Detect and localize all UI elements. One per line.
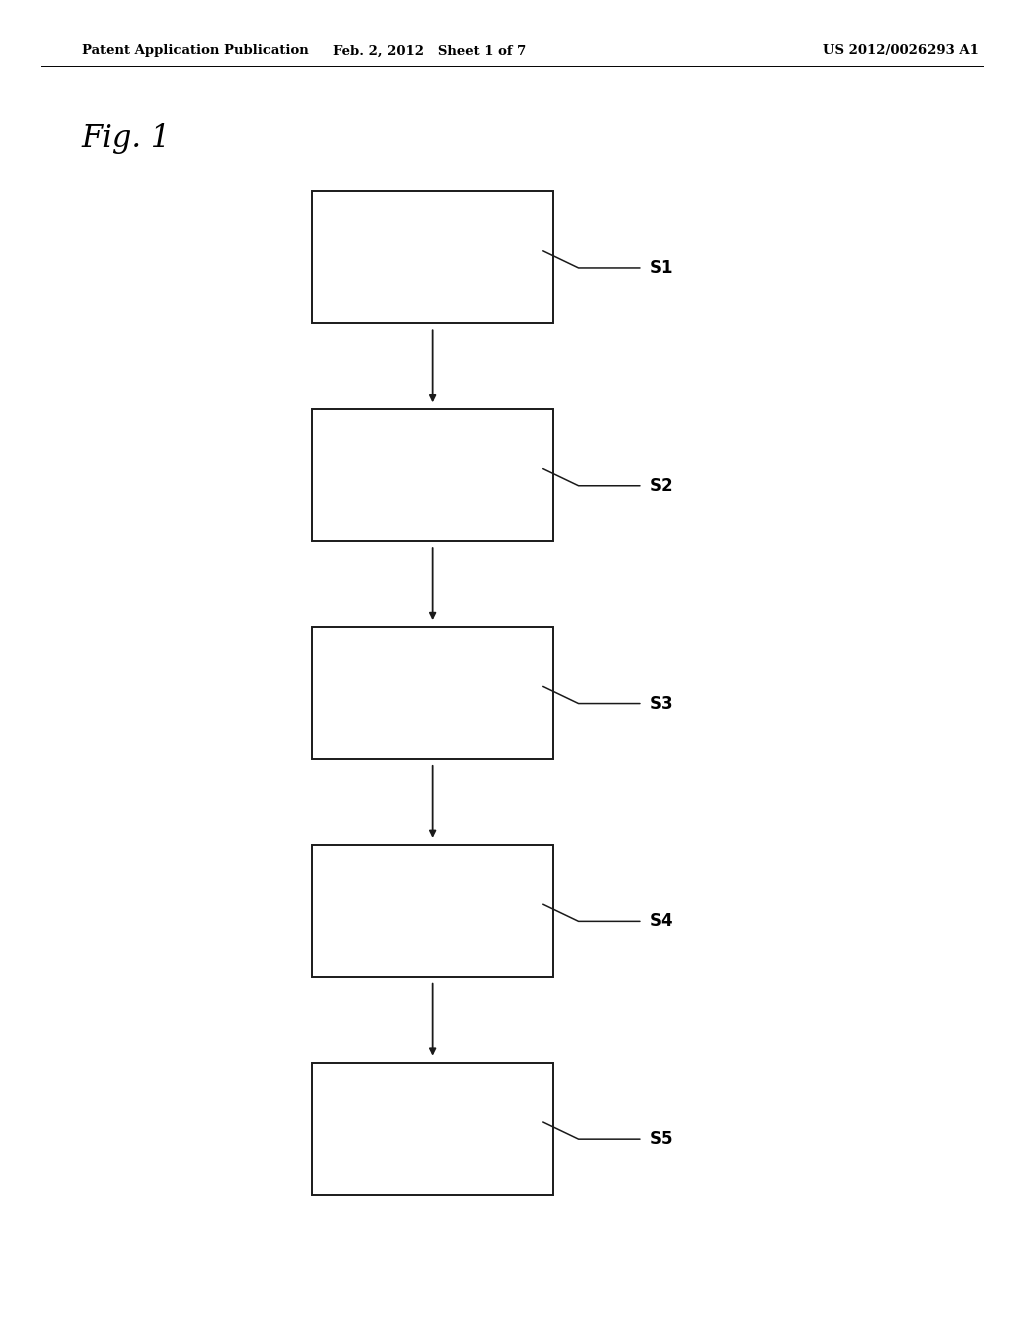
Bar [312, 1063, 553, 1195]
Bar [312, 845, 553, 977]
Text: Fig. 1: Fig. 1 [82, 123, 171, 154]
Bar [312, 627, 553, 759]
Bar [312, 409, 553, 541]
Text: Patent Application Publication: Patent Application Publication [82, 45, 308, 57]
Text: Feb. 2, 2012   Sheet 1 of 7: Feb. 2, 2012 Sheet 1 of 7 [334, 45, 526, 57]
Bar [312, 191, 553, 323]
Text: US 2012/0026293 A1: US 2012/0026293 A1 [823, 45, 979, 57]
Text: S5: S5 [650, 1130, 674, 1148]
Text: S3: S3 [650, 694, 674, 713]
Text: S2: S2 [650, 477, 674, 495]
Text: S1: S1 [650, 259, 674, 277]
Text: S4: S4 [650, 912, 674, 931]
